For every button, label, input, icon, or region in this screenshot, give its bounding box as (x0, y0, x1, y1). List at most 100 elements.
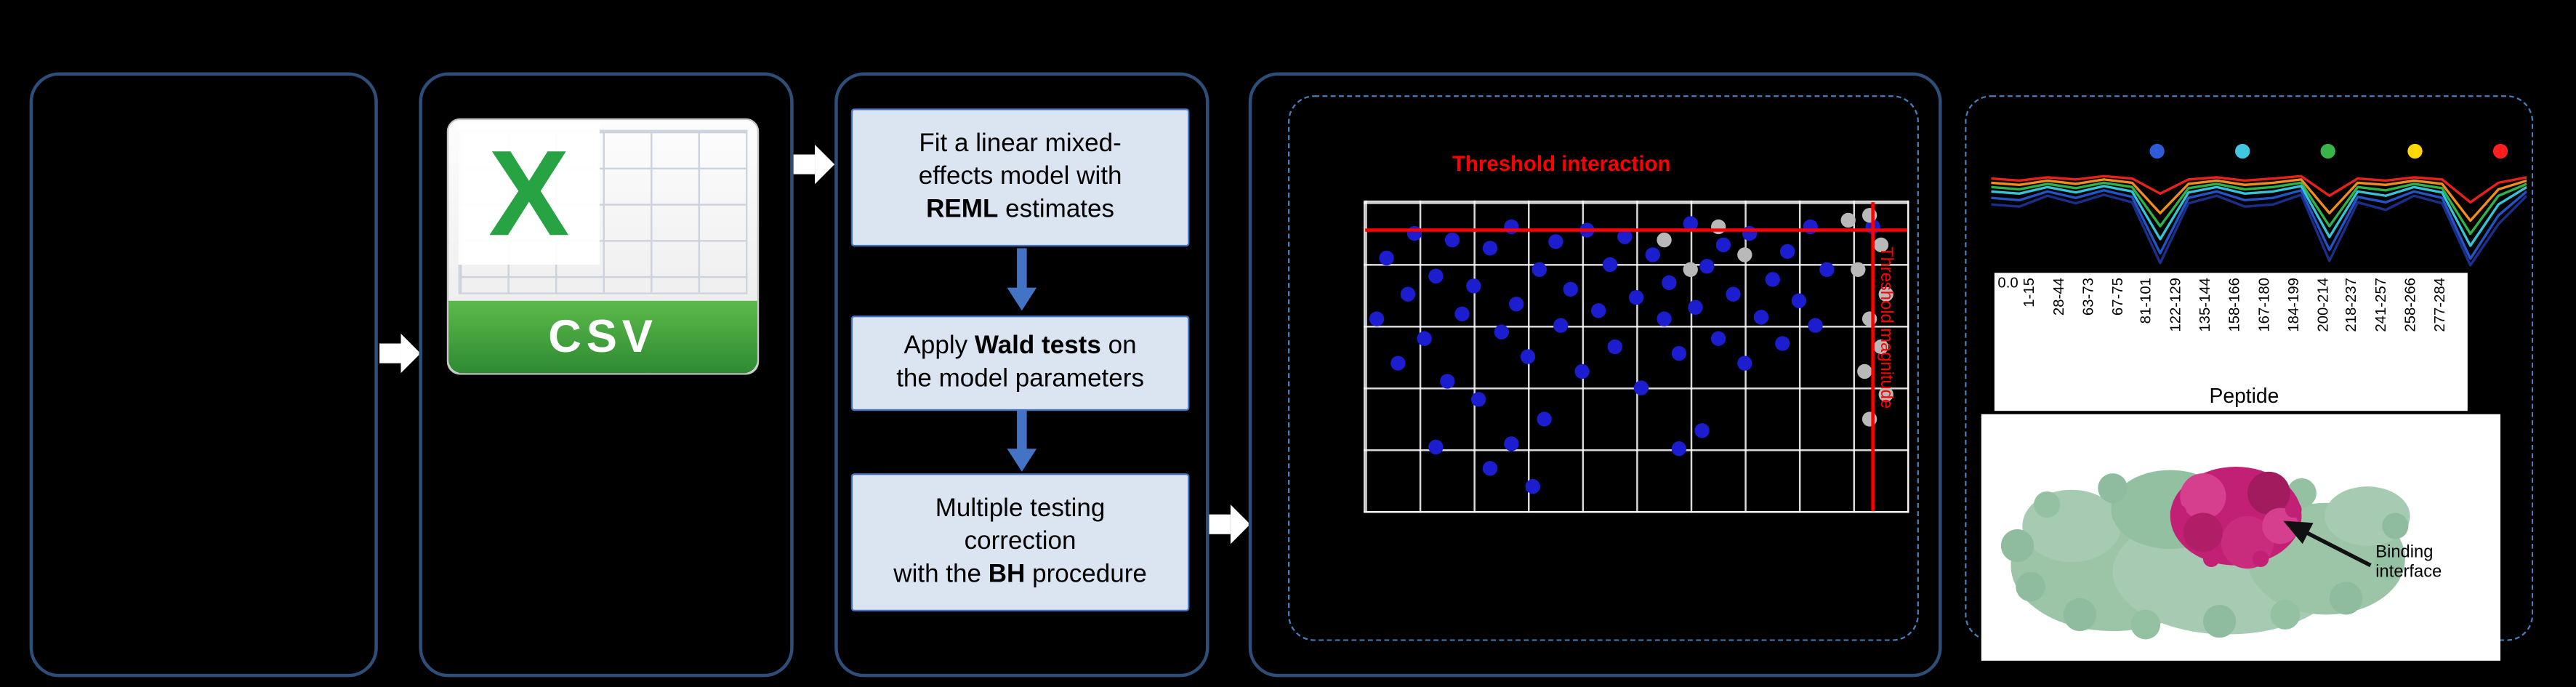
peptide-tick-label: 167-180 (2255, 278, 2272, 332)
nonsignificant-data-point (1683, 262, 1698, 278)
significant-data-point (1401, 287, 1417, 302)
timepoint-marker-icon (2149, 143, 2165, 159)
significant-data-point (1368, 312, 1384, 327)
uptake-series-blue (1991, 189, 2527, 260)
timepoint-marker-icon (2321, 143, 2336, 159)
peptide-tick-label: 67-75 (2109, 278, 2125, 316)
significant-data-point (1802, 219, 1817, 235)
significant-data-point (1699, 260, 1715, 275)
threshold-line-horizontal (1365, 228, 1908, 231)
significant-data-point (1509, 297, 1525, 312)
nonsignificant-data-point (1856, 364, 1872, 379)
peptide-tick-label: 241-257 (2372, 278, 2390, 332)
significant-data-point (1444, 231, 1460, 247)
nonsignificant-data-point (1861, 312, 1877, 327)
significant-data-point (1428, 268, 1444, 284)
significant-data-point (1710, 330, 1726, 346)
protein-surface-graphic (2000, 467, 2410, 640)
significant-data-point (1574, 364, 1590, 379)
arrow-head (815, 144, 835, 185)
significant-data-point (1379, 250, 1395, 265)
significant-data-point (1661, 275, 1677, 290)
uptake-chart-svg (1991, 174, 2527, 267)
significant-data-point (1563, 281, 1579, 297)
significant-data-point (1493, 324, 1508, 340)
significant-data-point (1764, 272, 1779, 287)
step-text: Fit a linear mixed- effects model with R… (918, 130, 1122, 224)
binding-interface-region (2170, 467, 2302, 569)
uptake-series-cyan (1991, 185, 2527, 247)
threshold-magnitude-label: Threshold magnitude (1876, 246, 1896, 409)
significant-data-point (1553, 318, 1568, 334)
significant-data-point (1694, 423, 1709, 438)
protein-structure-panel: Binding interface (1981, 414, 2501, 661)
significant-data-point (1482, 241, 1497, 256)
significant-data-point (1526, 478, 1541, 494)
flow-arrow-1-icon (379, 333, 421, 374)
arrow-head (401, 333, 421, 374)
significant-data-point (1672, 346, 1687, 361)
significant-data-point (1656, 312, 1671, 327)
step-text: Multiple testing correction with the BH … (893, 495, 1147, 589)
peptide-tick-label: 258-266 (2402, 278, 2419, 332)
significant-data-point (1531, 262, 1547, 278)
significant-data-point (1672, 441, 1687, 457)
significant-data-point (1628, 290, 1644, 305)
significant-data-point (1471, 392, 1487, 408)
significant-data-point (1537, 411, 1552, 426)
significant-data-point (1780, 244, 1796, 260)
uptake-series-red (1991, 174, 2527, 204)
input-panel (29, 72, 378, 678)
significant-data-point (1547, 235, 1563, 250)
volcano-dashed-box (1288, 95, 1919, 641)
significant-data-point (1618, 228, 1633, 244)
peptide-tick-label: 135-144 (2197, 278, 2213, 332)
nonsignificant-data-point (1656, 231, 1671, 247)
significant-data-point (1726, 287, 1742, 302)
binding-interface-arrow (2283, 521, 2372, 568)
significant-data-point (1634, 379, 1649, 395)
significant-data-point (1504, 219, 1519, 235)
peptide-tick-label: 63-73 (2079, 278, 2096, 316)
nonsignificant-data-point (1851, 262, 1867, 278)
significant-data-point (1482, 460, 1497, 475)
significant-data-point (1466, 278, 1481, 293)
significant-data-point (1520, 349, 1536, 364)
significant-data-point (1791, 293, 1807, 309)
binding-interface-label: Binding interface (2375, 542, 2442, 582)
uptake-series-navy (1991, 193, 2527, 267)
nonsignificant-data-point (1872, 238, 1888, 253)
down-arrow-icon (1007, 248, 1037, 311)
step-box-bh: Multiple testing correction with the BH … (850, 473, 1190, 612)
significant-data-point (1438, 374, 1454, 389)
significant-data-point (1390, 355, 1406, 371)
significant-data-point (1504, 435, 1519, 451)
significant-data-point (1775, 337, 1790, 352)
csv-file-icon: X CSV (446, 118, 760, 375)
peptide-tick-label: 277-284 (2431, 278, 2448, 332)
timepoint-markers (1991, 143, 2527, 160)
peptide-tick-label: 122-129 (2167, 278, 2184, 332)
significant-data-point (1645, 247, 1660, 262)
significant-data-point (1590, 302, 1606, 318)
csv-banner-label: CSV (448, 300, 757, 374)
peptide-tick-label: 158-166 (2226, 278, 2243, 332)
uptake-series-orange (1991, 178, 2527, 222)
step-box-reml: Fit a linear mixed- effects model with R… (850, 108, 1190, 247)
nonsignificant-data-point (1710, 219, 1726, 235)
significant-data-point (1417, 330, 1433, 346)
arrow-tail (1209, 514, 1231, 534)
significant-data-point (1689, 300, 1704, 315)
peptide-tick-label: 81-101 (2138, 278, 2155, 324)
nonsignificant-data-point (1878, 386, 1893, 401)
peptide-tick-labels: 1-15 28-44 63-73 67-75 81-101 122-129 135-144 1… (2021, 278, 2461, 373)
timepoint-marker-icon (2492, 143, 2508, 159)
threshold-line-vertical (1871, 202, 1875, 512)
peptide-tick-label: 200-214 (2314, 278, 2331, 332)
nonsignificant-data-point (1878, 287, 1893, 302)
step-text: Apply Wald tests on the model parameters (896, 332, 1144, 393)
nonsignificant-data-point (1737, 247, 1752, 262)
significant-data-point (1428, 438, 1444, 454)
significant-data-point (1455, 305, 1470, 321)
